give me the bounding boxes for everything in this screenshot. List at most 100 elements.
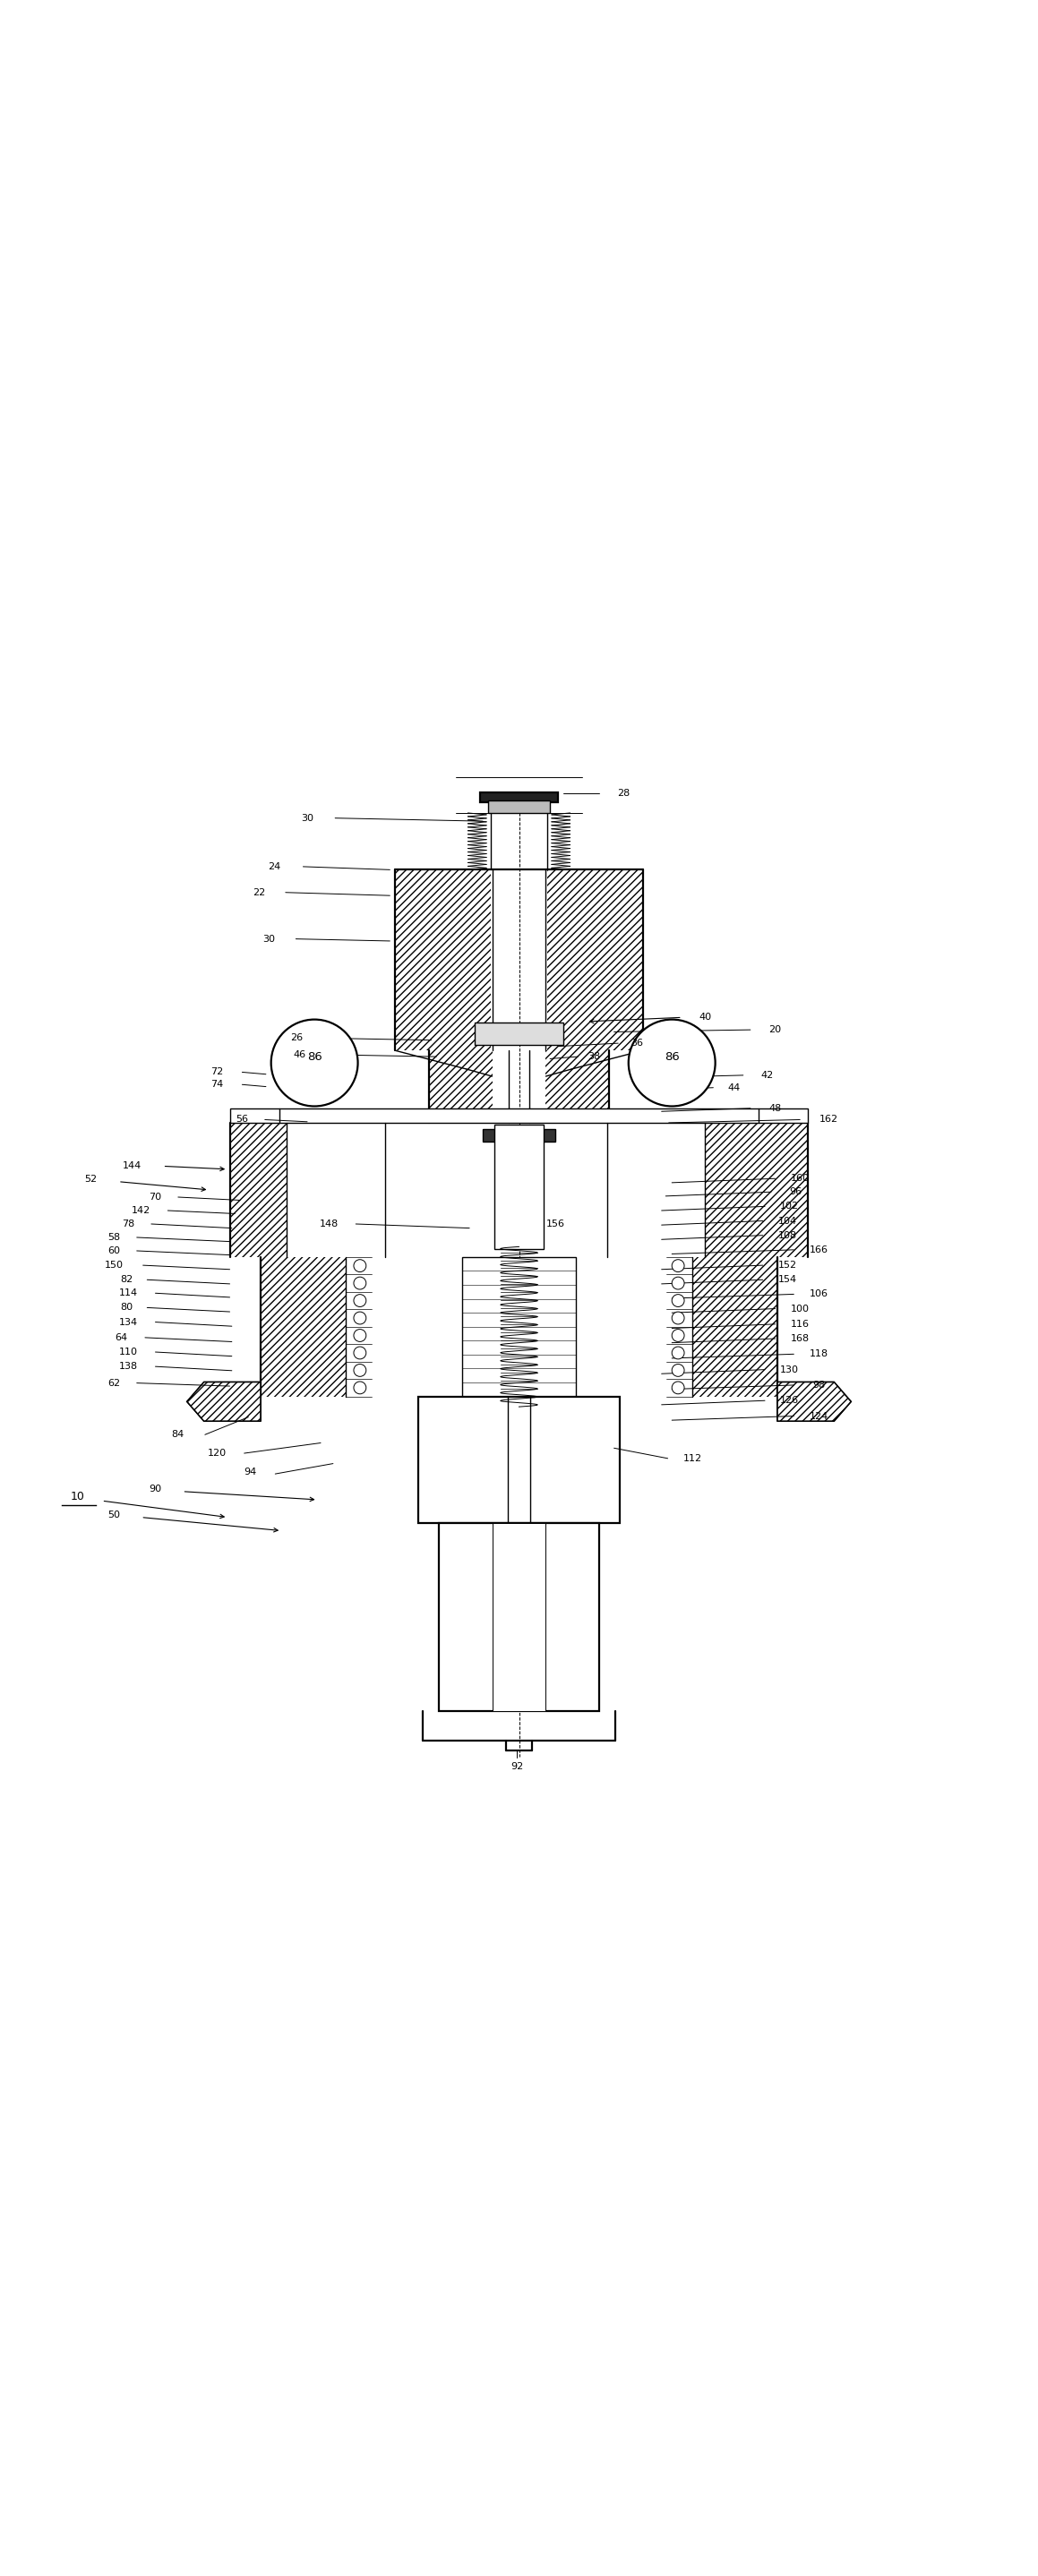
Text: 74: 74: [211, 1079, 224, 1090]
Text: 64: 64: [115, 1334, 128, 1342]
Bar: [705, 1123, 809, 1257]
Bar: [488, 801, 550, 814]
Text: 110: 110: [119, 1347, 138, 1358]
Circle shape: [354, 1329, 366, 1342]
Text: 56: 56: [236, 1115, 248, 1123]
Text: 28: 28: [617, 788, 630, 799]
Circle shape: [672, 1347, 684, 1360]
Text: 72: 72: [211, 1066, 224, 1077]
Text: 82: 82: [120, 1275, 133, 1285]
Text: 84: 84: [171, 1430, 185, 1440]
Bar: [480, 793, 558, 804]
Bar: [462, 1257, 576, 1396]
Text: 42: 42: [761, 1072, 773, 1079]
Text: 52: 52: [84, 1175, 97, 1185]
Text: 116: 116: [791, 1319, 810, 1329]
Text: 104: 104: [778, 1216, 797, 1226]
Bar: [429, 1051, 492, 1123]
Text: 152: 152: [778, 1260, 797, 1270]
Text: 98: 98: [812, 1381, 825, 1388]
Text: 86: 86: [307, 1051, 322, 1061]
Text: 44: 44: [728, 1082, 740, 1092]
Text: 154: 154: [778, 1275, 797, 1285]
Text: 156: 156: [546, 1218, 565, 1229]
Text: 62: 62: [108, 1378, 120, 1388]
Text: 96: 96: [790, 1188, 802, 1195]
Text: 78: 78: [122, 1218, 135, 1229]
Text: 148: 148: [320, 1218, 338, 1229]
Text: 50: 50: [108, 1510, 120, 1520]
Bar: [261, 1257, 346, 1396]
Text: 108: 108: [778, 1231, 797, 1239]
Text: 144: 144: [122, 1162, 141, 1170]
Circle shape: [672, 1311, 684, 1324]
Text: 138: 138: [119, 1363, 138, 1370]
Text: 162: 162: [819, 1115, 839, 1123]
Circle shape: [354, 1278, 366, 1291]
Text: 30: 30: [263, 935, 275, 943]
Text: 26: 26: [291, 1033, 303, 1043]
Text: 126: 126: [781, 1396, 799, 1404]
Circle shape: [354, 1347, 366, 1360]
Bar: [483, 1128, 555, 1141]
Bar: [580, 1396, 620, 1522]
Bar: [229, 1123, 286, 1257]
Text: 86: 86: [664, 1051, 680, 1061]
Circle shape: [354, 1260, 366, 1273]
Circle shape: [628, 1020, 715, 1105]
Text: 142: 142: [132, 1206, 151, 1216]
Text: 130: 130: [781, 1365, 799, 1373]
Text: 80: 80: [120, 1303, 133, 1311]
Bar: [492, 1522, 546, 1710]
Text: 24: 24: [268, 863, 280, 871]
Circle shape: [672, 1260, 684, 1273]
Polygon shape: [187, 1381, 261, 1422]
Text: 10: 10: [71, 1492, 85, 1502]
Bar: [547, 871, 643, 1051]
Text: 22: 22: [252, 889, 265, 896]
Text: 20: 20: [769, 1025, 782, 1036]
Text: 58: 58: [108, 1234, 120, 1242]
Text: 60: 60: [108, 1247, 120, 1255]
Text: 92: 92: [511, 1762, 523, 1770]
Text: 114: 114: [119, 1288, 138, 1298]
Circle shape: [354, 1365, 366, 1376]
Text: 102: 102: [781, 1203, 799, 1211]
Text: 30: 30: [301, 814, 313, 822]
Text: 124: 124: [809, 1412, 828, 1419]
Circle shape: [354, 1311, 366, 1324]
Text: 48: 48: [769, 1105, 782, 1113]
Text: 112: 112: [683, 1453, 702, 1463]
Circle shape: [672, 1365, 684, 1376]
Text: 46: 46: [294, 1051, 306, 1059]
Bar: [494, 1126, 544, 1249]
Text: 118: 118: [809, 1350, 828, 1358]
Text: 168: 168: [791, 1334, 810, 1342]
Text: 166: 166: [810, 1244, 828, 1255]
Circle shape: [672, 1278, 684, 1291]
Bar: [546, 1051, 609, 1123]
Bar: [229, 1108, 809, 1123]
Bar: [395, 871, 491, 1051]
Circle shape: [271, 1020, 358, 1105]
Circle shape: [672, 1329, 684, 1342]
Polygon shape: [777, 1381, 851, 1422]
Text: 38: 38: [589, 1051, 601, 1061]
Circle shape: [672, 1293, 684, 1306]
Text: 40: 40: [699, 1012, 711, 1023]
Text: 106: 106: [810, 1291, 828, 1298]
Text: 120: 120: [208, 1448, 227, 1458]
Text: 134: 134: [119, 1316, 138, 1327]
Text: 36: 36: [630, 1038, 643, 1048]
Bar: [439, 1522, 599, 1710]
Bar: [475, 1023, 563, 1046]
Text: 70: 70: [149, 1193, 162, 1200]
Bar: [439, 1522, 470, 1710]
Text: 94: 94: [244, 1468, 256, 1476]
Text: 150: 150: [105, 1260, 124, 1270]
Text: 90: 90: [149, 1484, 162, 1494]
Bar: [418, 1396, 458, 1522]
Circle shape: [354, 1381, 366, 1394]
Circle shape: [672, 1381, 684, 1394]
Bar: [568, 1522, 599, 1710]
